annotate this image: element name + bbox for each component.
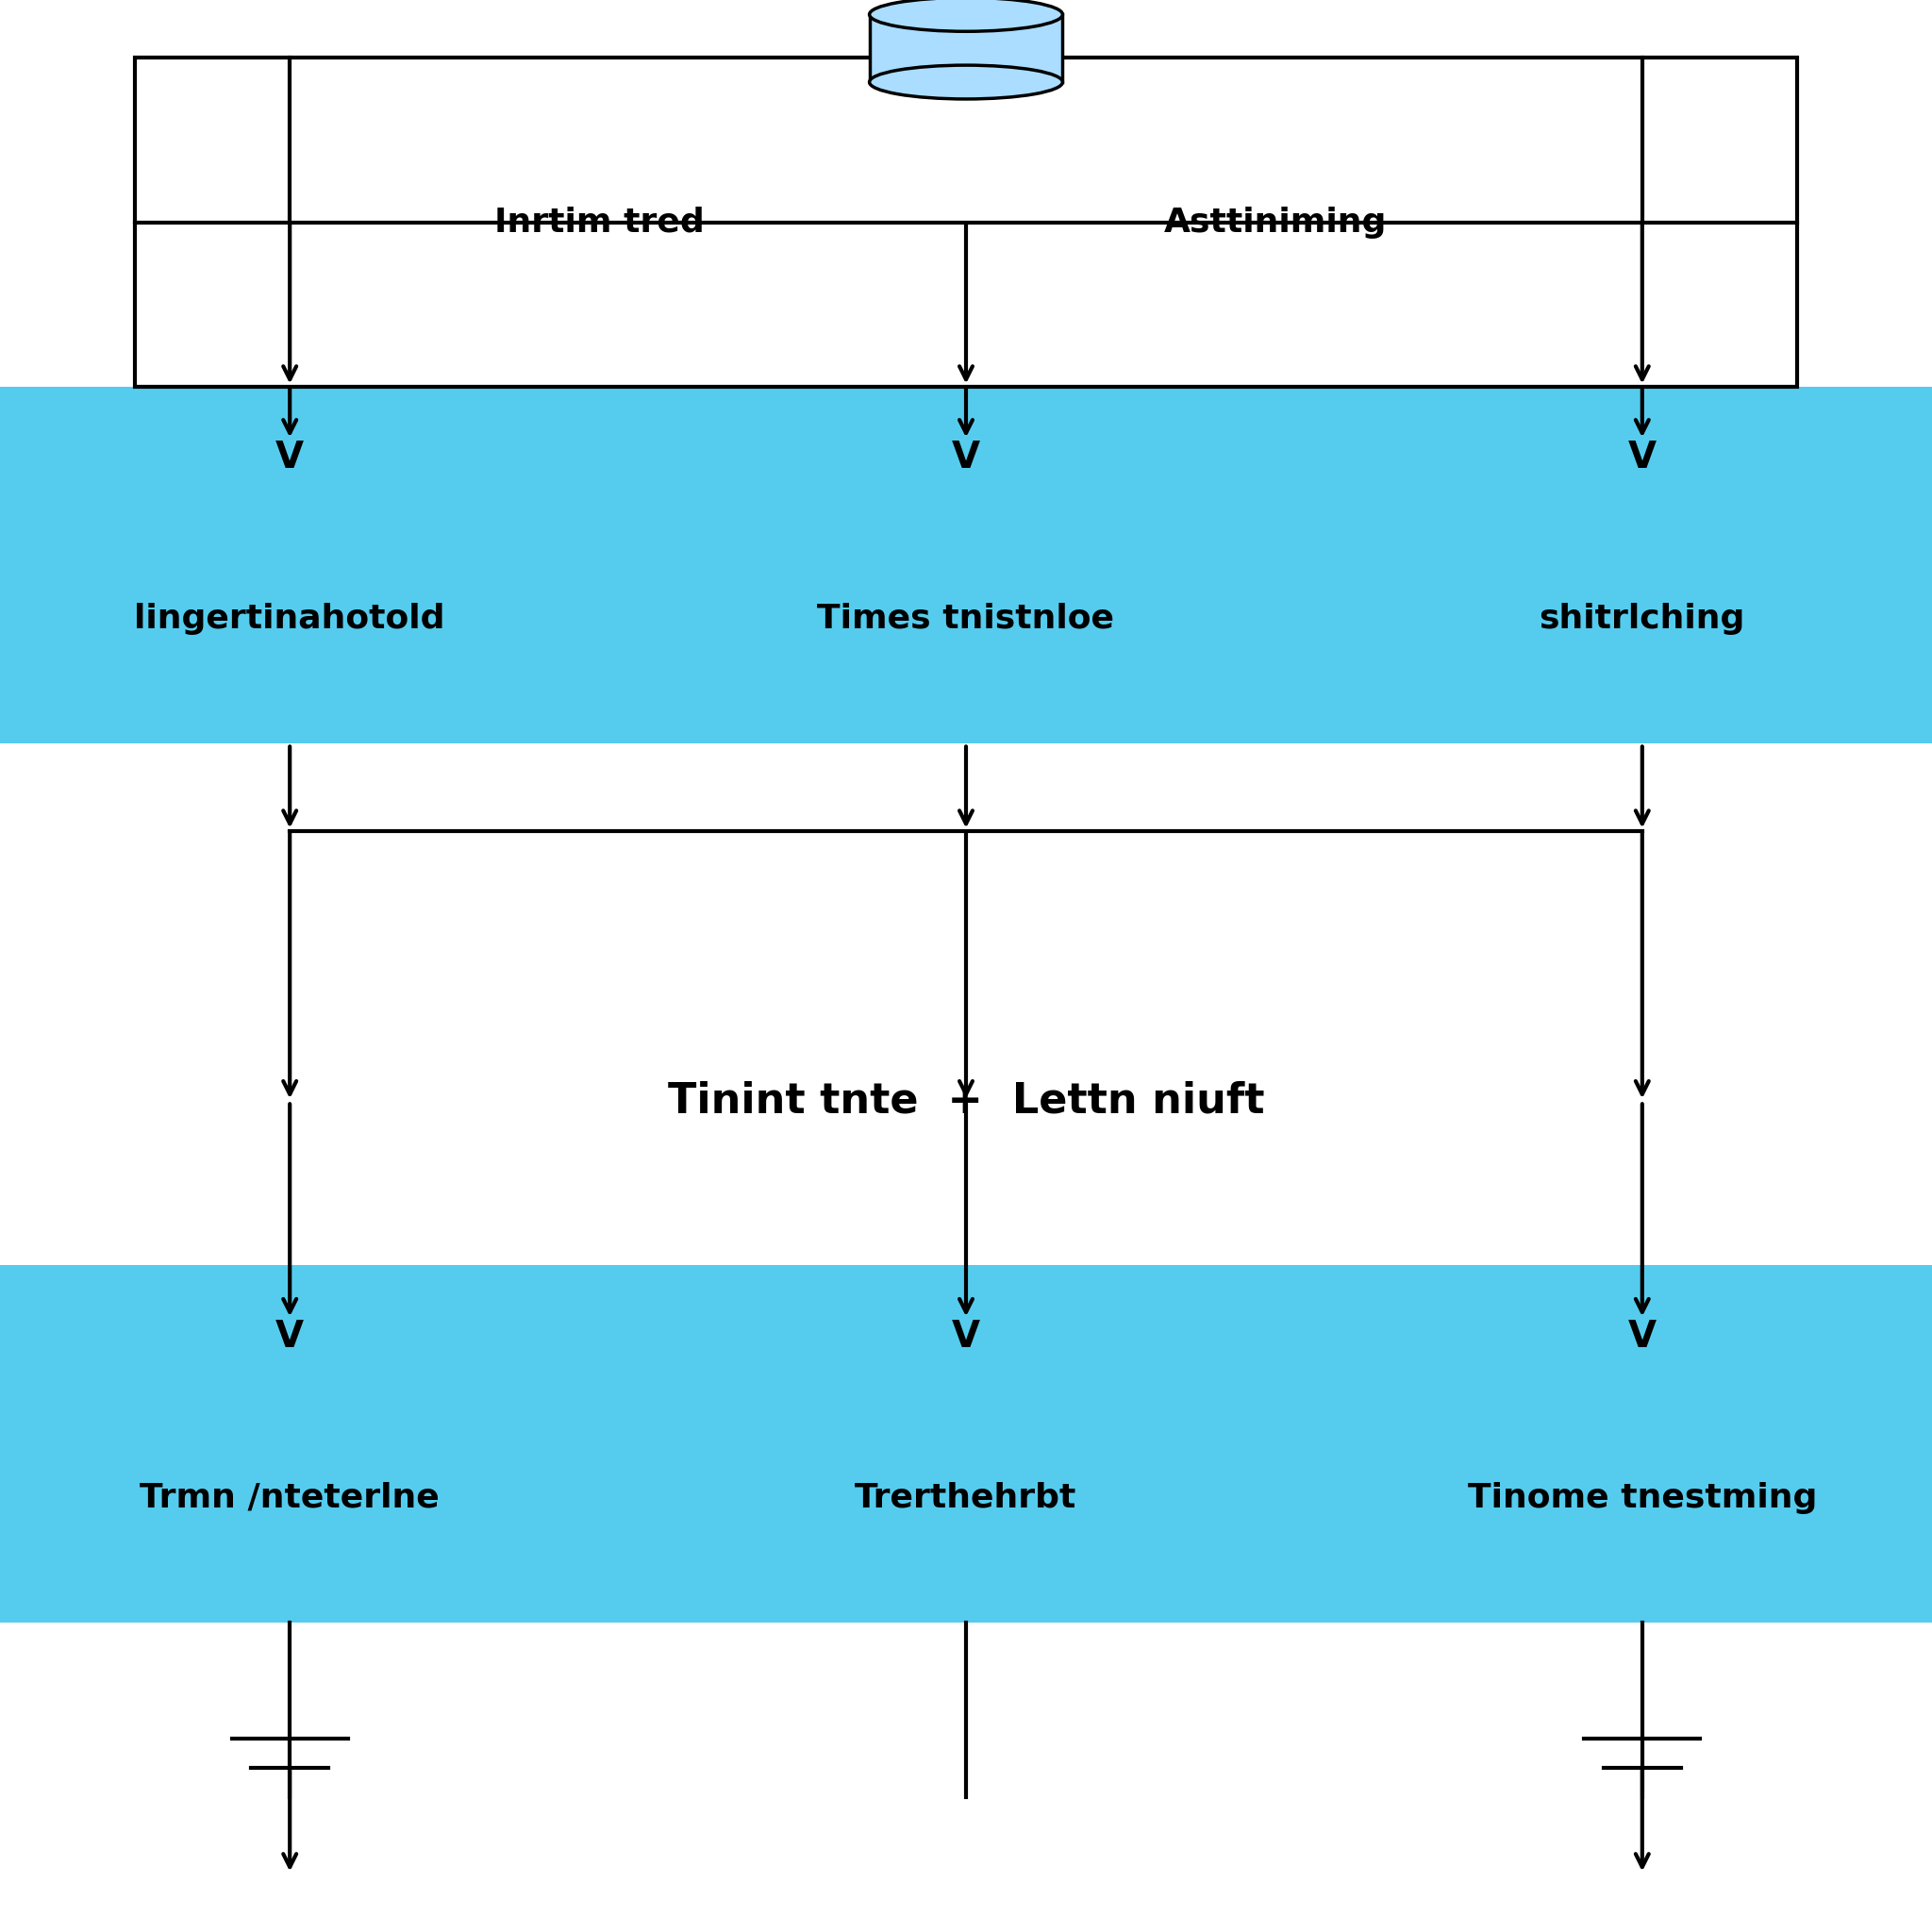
Text: V: V: [276, 440, 303, 475]
Text: V: V: [1629, 1320, 1656, 1354]
Text: V: V: [1629, 440, 1656, 475]
Text: shitrlching: shitrlching: [1540, 603, 1745, 636]
Ellipse shape: [869, 66, 1063, 99]
Bar: [0, 386, 1932, 744]
Text: Asttiniming: Asttiniming: [1163, 207, 1387, 238]
Text: Trerthehrbt: Trerthehrbt: [856, 1482, 1076, 1515]
Text: lingertinahotold: lingertinahotold: [135, 603, 444, 636]
Text: Trmn /nteterlne: Trmn /nteterlne: [139, 1482, 440, 1515]
Text: V: V: [952, 1320, 980, 1354]
Text: Tinome tnestming: Tinome tnestming: [1468, 1482, 1816, 1515]
Bar: [135, 58, 1797, 386]
Bar: [869, 14, 1063, 81]
Text: V: V: [952, 440, 980, 475]
Text: Tinint tnte  +  Lettn niuft: Tinint tnte + Lettn niuft: [668, 1082, 1264, 1121]
Bar: [0, 1265, 1932, 1623]
Text: Inrtim tred: Inrtim tred: [495, 207, 703, 238]
Text: Times tnistnloe: Times tnistnloe: [817, 603, 1115, 636]
Ellipse shape: [869, 0, 1063, 31]
Text: V: V: [276, 1320, 303, 1354]
